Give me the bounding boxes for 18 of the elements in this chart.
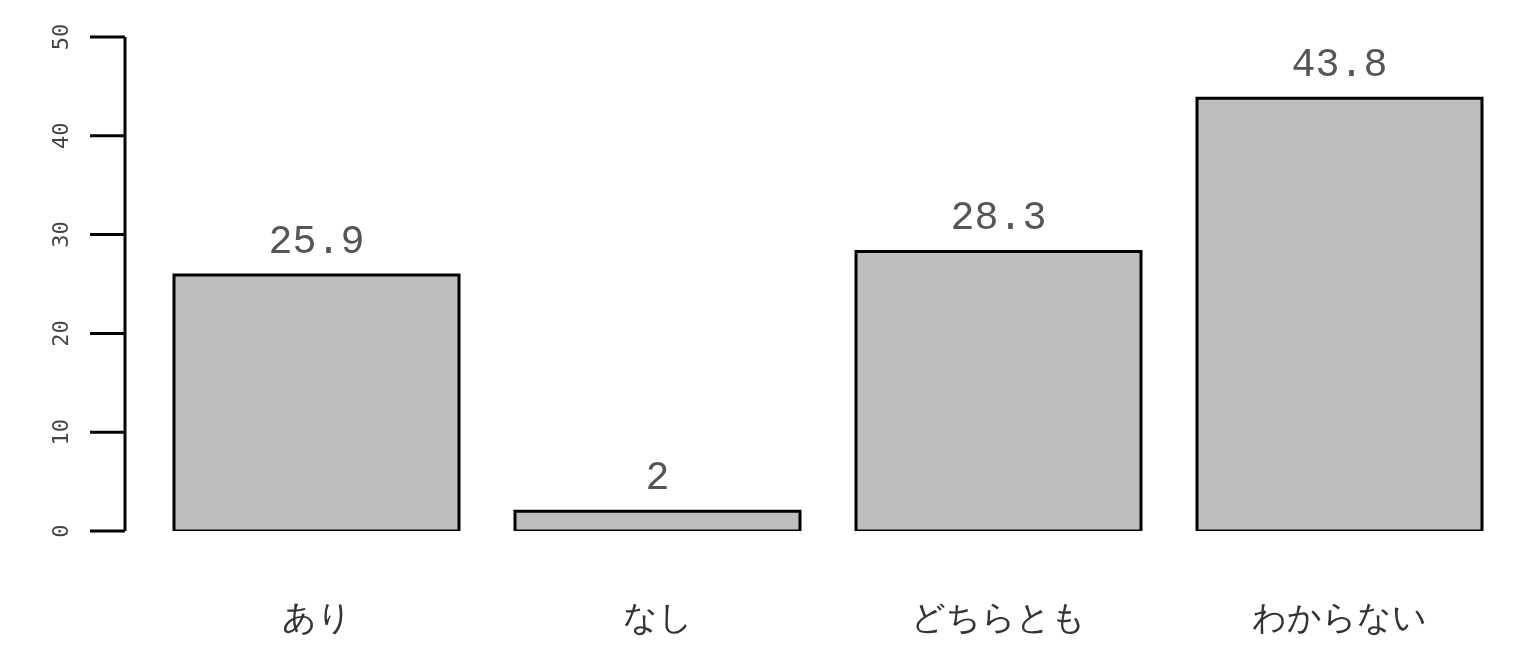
bar bbox=[172, 273, 461, 531]
data-label: 43.8 bbox=[1291, 43, 1388, 89]
y-tick-label: 20 bbox=[48, 320, 73, 347]
x-tick-label: あり bbox=[281, 597, 352, 637]
data-label: 25.9 bbox=[268, 220, 365, 266]
data-label: 2 bbox=[645, 456, 670, 502]
y-tick-label: 30 bbox=[48, 221, 73, 248]
y-tick-label: 0 bbox=[48, 524, 73, 538]
data-label: 28.3 bbox=[950, 196, 1047, 242]
bar bbox=[1195, 96, 1484, 531]
x-tick-label: どちらとも bbox=[911, 597, 1086, 637]
y-tick-label: 40 bbox=[48, 122, 73, 150]
bar bbox=[513, 509, 802, 531]
x-tick-label: わからない bbox=[1252, 597, 1427, 637]
x-tick-label: なし bbox=[622, 597, 693, 637]
bar bbox=[854, 249, 1143, 531]
y-tick-label: 50 bbox=[48, 23, 73, 51]
y-tick-label: 10 bbox=[48, 418, 73, 446]
